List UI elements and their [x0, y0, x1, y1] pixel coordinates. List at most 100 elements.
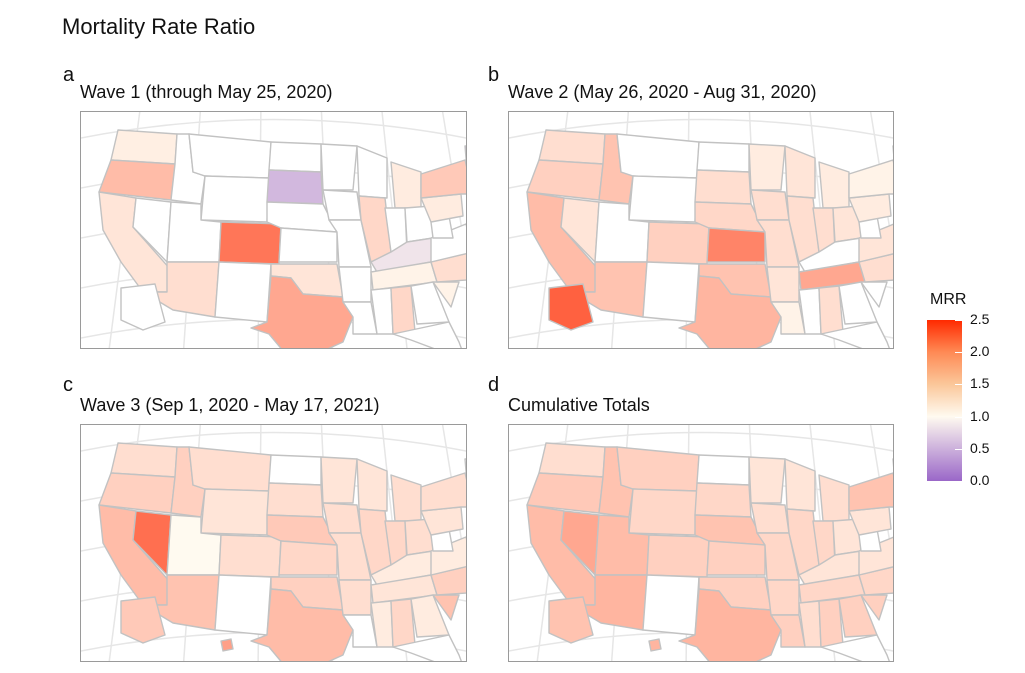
state-va [858, 223, 893, 263]
states-layer [526, 442, 893, 661]
state-fl [820, 321, 890, 348]
panel-a-map [80, 111, 467, 349]
state-nm [214, 261, 272, 323]
state-wa [538, 442, 606, 478]
state-mt [188, 133, 272, 179]
legend-tick-label: 1.5 [970, 375, 990, 392]
state-co [218, 221, 282, 265]
state-wi [356, 458, 388, 512]
state-fl [820, 634, 890, 661]
legend-tick-mark [955, 352, 962, 354]
state-co [646, 534, 710, 578]
state-sd [694, 482, 752, 518]
legend-title: MRR [930, 291, 967, 308]
panel-a-letter: a [63, 64, 75, 86]
legend-tick-label: 2.0 [970, 343, 990, 360]
state-wy [200, 175, 270, 223]
state-ks [706, 227, 766, 263]
state-la [770, 301, 806, 335]
legend-color-bar [927, 320, 962, 481]
state-ks [278, 540, 338, 576]
state-ar [338, 266, 372, 303]
legend-tick-mark [955, 320, 962, 321]
state-hi [220, 638, 234, 652]
us-map-svg [509, 112, 893, 348]
us-map-svg [509, 425, 893, 661]
state-wi [784, 458, 816, 512]
state-wy [628, 175, 698, 223]
state-mn [320, 143, 358, 191]
panel-a-title: Wave 1 (through May 25, 2020) [80, 82, 333, 102]
state-vt [464, 458, 466, 480]
panel-b-map [508, 111, 894, 349]
state-ar [766, 579, 800, 616]
figure-title: Mortality Rate Ratio [62, 14, 256, 39]
state-mn [748, 456, 786, 504]
state-al [390, 598, 416, 648]
state-wa [110, 442, 178, 478]
panel-b-title: Wave 2 (May 26, 2020 - Aug 31, 2020) [508, 82, 817, 102]
state-ia [750, 502, 790, 534]
state-fl [392, 634, 462, 661]
state-wi [356, 145, 388, 199]
panel-d-map [508, 424, 894, 662]
state-ia [322, 189, 362, 221]
legend-tick-mark [955, 481, 962, 482]
state-la [770, 614, 806, 648]
state-va [858, 536, 893, 576]
state-al [818, 285, 844, 335]
state-sd [266, 169, 324, 205]
state-la [342, 301, 378, 335]
state-mi [390, 474, 422, 522]
legend-tick-label: 0.5 [970, 439, 990, 456]
state-ak [120, 283, 166, 331]
state-mt [616, 446, 700, 492]
legend-tick-mark [955, 416, 962, 418]
legend-tick-mark [955, 384, 962, 386]
us-map-svg [81, 112, 466, 348]
state-nm [642, 261, 700, 323]
state-ks [706, 540, 766, 576]
state-ia [322, 502, 362, 534]
state-nd [696, 141, 750, 173]
state-wy [200, 488, 270, 536]
panel-b-letter: b [488, 64, 500, 86]
state-hi [648, 638, 662, 652]
state-nd [268, 141, 322, 173]
state-tx [250, 588, 354, 661]
state-va [430, 223, 466, 263]
panel-d-title: Cumulative Totals [508, 395, 650, 415]
state-ak [548, 283, 594, 331]
state-mt [616, 133, 700, 179]
state-ak [120, 596, 166, 644]
state-fl [392, 321, 462, 348]
state-mi [390, 161, 422, 209]
state-ny [848, 159, 893, 199]
state-mn [320, 456, 358, 504]
legend-tick-label: 2.5 [970, 311, 990, 327]
states-layer [98, 442, 466, 661]
state-al [818, 598, 844, 648]
panel-c-map [80, 424, 467, 662]
state-sd [266, 482, 324, 518]
state-ks [278, 227, 338, 263]
state-ar [766, 266, 800, 303]
state-co [646, 221, 710, 265]
state-mn [748, 143, 786, 191]
state-wa [110, 129, 178, 165]
state-wa [538, 129, 606, 165]
state-ny [420, 472, 466, 512]
state-mi [818, 474, 850, 522]
state-co [218, 534, 282, 578]
state-mi [818, 161, 850, 209]
state-ak [548, 596, 594, 644]
state-wy [628, 488, 698, 536]
state-nd [696, 454, 750, 486]
states-layer [98, 129, 466, 348]
state-la [342, 614, 378, 648]
state-ny [848, 472, 893, 512]
state-vt [464, 145, 466, 167]
state-nd [268, 454, 322, 486]
legend-tick-label: 1.0 [970, 407, 990, 424]
state-ny [420, 159, 466, 199]
